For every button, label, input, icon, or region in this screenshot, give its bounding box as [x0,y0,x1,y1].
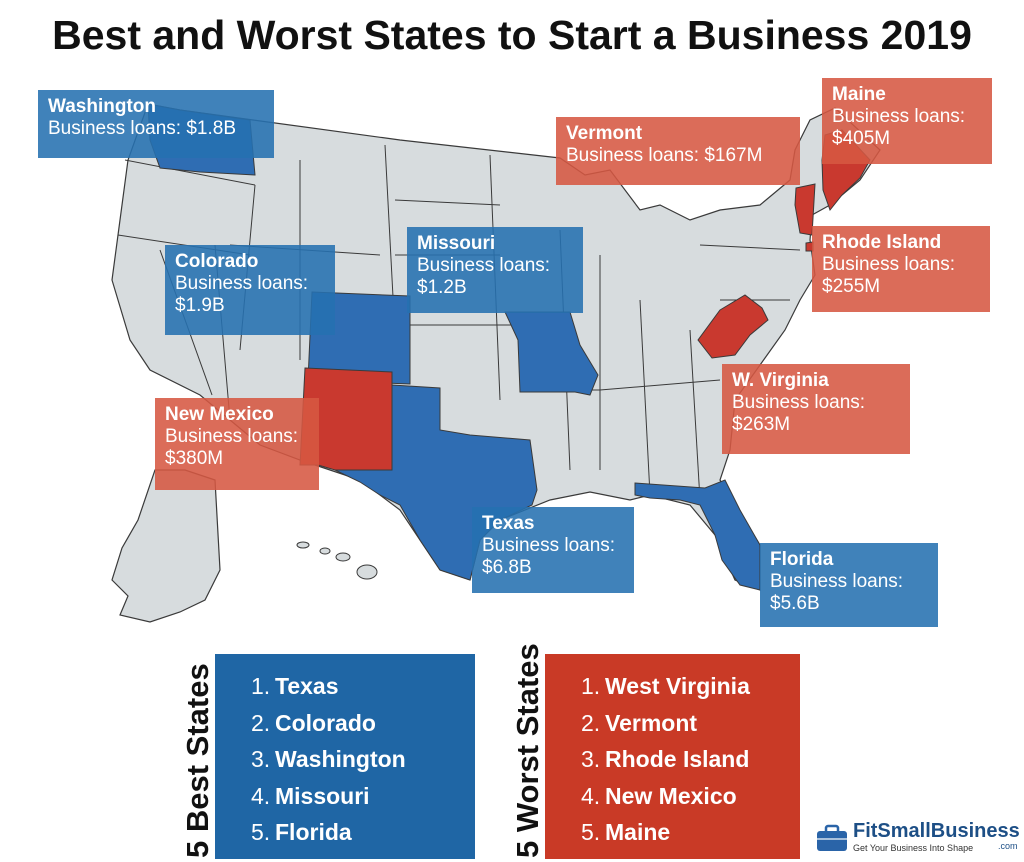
callout-amount: $167M [704,145,763,166]
worst-list: 1. West Virginia 2. Vermont 3. Rhode Island… [581,668,800,851]
callout-amount: $5.6B [770,593,820,614]
callout-amount: $255M [822,276,881,297]
callout-label: Business loans: [175,273,309,294]
list-item: 5. Florida [251,819,352,845]
callout-state: Texas [482,513,535,534]
callout-label: Business loans: [482,535,616,556]
callout-vermont: Vermont Business loans: $167M [556,117,800,185]
callout-rhode-island: Rhode Island Business loans: $255M [812,226,990,312]
callout-label: Business loans: [48,118,182,139]
list-item: 5. Maine [581,819,671,845]
best-list-box: 1. Texas 2. Colorado 3. Washington 4. Missou… [215,654,475,859]
callout-washington: Washington Business loans: $1.8B [38,90,274,158]
callout-label: Business loans: [165,426,299,447]
state-west-virginia [697,294,769,359]
list-item: 1. West Virginia [581,673,750,699]
callout-state: Maine [832,84,886,105]
state-missouri [504,311,599,396]
list-item: 2. Colorado [251,709,376,736]
callout-colorado: Colorado Business loans: $1.9B [165,245,335,335]
callout-amount: $1.2B [417,277,467,298]
list-item: 2. Vermont [581,709,698,736]
callout-state: Colorado [175,251,259,272]
callout-texas: Texas Business loans: $6.8B [472,507,634,593]
logo-name: FitSmallBusiness [853,820,1020,842]
logo-tagline: Get Your Business Into Shape [853,843,974,853]
fitsmallbusiness-logo: FitSmallBusiness Get Your Business Into … [815,818,1020,858]
callout-state: Florida [770,549,834,570]
logo-domain: .com [998,841,1018,851]
callout-label: Business loans: [832,106,966,127]
alaska [111,469,221,623]
list-item: 4. Missouri [251,782,370,809]
page-title: Best and Worst States to Start a Busines… [52,12,972,58]
callout-state: Rhode Island [822,232,942,253]
best-list-heading: 5 Best States [180,663,215,858]
hawaii [296,541,378,580]
callout-maine: Maine Business loans: $405M [822,78,992,164]
state-florida [634,479,761,591]
callout-missouri: Missouri Business loans: $1.2B [407,227,583,313]
briefcase-icon [817,824,847,851]
callout-amount: $6.8B [482,557,532,578]
callout-state: New Mexico [165,404,274,425]
callout-label: Business loans: [822,254,956,275]
callout-state: Missouri [417,233,496,254]
worst-list-box: 1. West Virginia 2. Vermont 3. Rhode Island… [545,654,800,859]
list-item: 4. New Mexico [581,782,737,809]
best-list: 1. Texas 2. Colorado 3. Washington 4. Missou… [251,668,475,851]
callout-state: Vermont [566,123,643,144]
callout-florida: Florida Business loans: $5.6B [760,543,938,627]
list-item: 3. Washington [251,746,406,772]
callout-state: Washington [48,96,156,117]
list-item: 3. Rhode Island [581,746,750,772]
callout-new-mexico: New Mexico Business loans: $380M [155,398,319,490]
worst-list-heading: 5 Worst States [510,643,545,858]
callout-state: W. Virginia [732,370,829,391]
callout-amount: $1.9B [175,295,225,316]
callout-label: Business loans: [770,571,904,592]
callout-label: Business loans: [566,145,700,166]
callout-amount: $1.8B [186,118,237,139]
callout-amount: $380M [165,448,224,469]
callout-west-virginia: W. Virginia Business loans: $263M [722,364,910,454]
callout-amount: $263M [732,414,791,435]
callout-label: Business loans: [732,392,866,413]
state-vermont [794,183,816,236]
callout-amount: $405M [832,128,891,149]
list-item: 1. Texas [251,673,339,699]
callout-label: Business loans: [417,255,551,276]
